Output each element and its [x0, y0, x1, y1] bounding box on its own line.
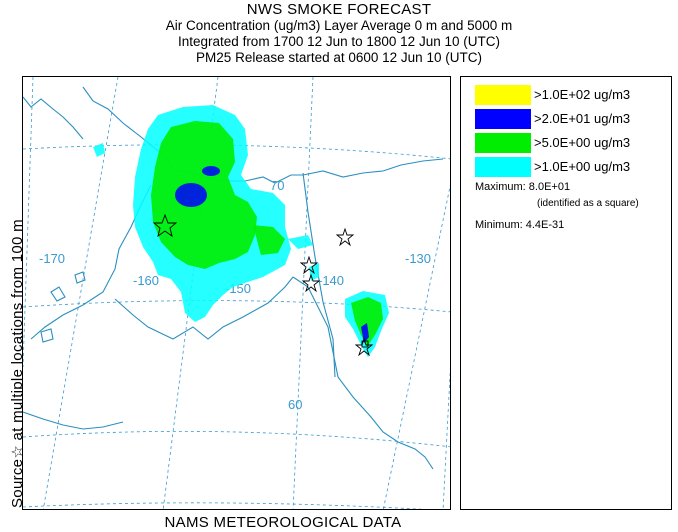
latitude-line-65	[23, 300, 450, 313]
lon-label-140: -140	[318, 273, 344, 288]
lat-label-70: 70	[270, 178, 284, 193]
legend-item-blue: >2.0E+01 ug/m3	[475, 109, 665, 129]
legend-item-green: >5.0E+00 ug/m3	[475, 133, 665, 153]
header: NWS SMOKE FORECAST Air Concentration (ug…	[0, 0, 678, 66]
alaska-smoke-map: 70 60 -170 -160 -150 -140 -130	[23, 77, 450, 509]
latitude-line-55	[23, 502, 425, 509]
plume-blue-east	[361, 323, 369, 343]
maximum-square-marker	[361, 340, 369, 348]
legend-swatch	[475, 157, 531, 177]
maximum-note: (identified as a square)	[537, 198, 639, 209]
release-start: PM25 Release started at 0600 12 Jun 10 (…	[196, 50, 482, 65]
legend-label: >1.0E+02 ug/m3	[534, 87, 631, 102]
canada-border	[302, 172, 336, 378]
smoke-plume-west	[93, 105, 313, 322]
source-star-icon	[335, 227, 355, 247]
smoke-plume-east	[309, 263, 389, 357]
legend-panel: >1.0E+02 ug/m3 >2.0E+01 ug/m3 >5.0E+00 u…	[460, 76, 672, 510]
concentration-line: Air Concentration (ug/m3) Layer Average …	[165, 18, 513, 33]
source-star-icon	[299, 255, 319, 275]
map-panel: 70 60 -170 -160 -150 -140 -130	[22, 76, 451, 510]
forecast-title: NWS SMOKE FORECAST	[246, 1, 432, 18]
source-star-icon	[301, 273, 321, 293]
plume-blue-core-1	[175, 183, 207, 207]
maximum-value: Maximum: 8.0E+01	[475, 181, 571, 193]
legend-swatch	[475, 109, 531, 129]
southwest-coast	[114, 276, 294, 340]
coastline	[23, 86, 444, 470]
source-star-icon	[152, 213, 178, 238]
lat-label-60: 60	[288, 397, 302, 412]
island-2	[40, 328, 54, 343]
legend-label: >1.0E+00 ug/m3	[534, 159, 631, 174]
legend-item-yellow: >1.0E+02 ug/m3	[475, 85, 665, 105]
island-3	[74, 271, 86, 284]
plume-green-east-arm	[253, 225, 285, 255]
panhandle-coast	[292, 276, 434, 470]
source-markers	[152, 213, 374, 357]
longitude-line-130	[383, 184, 450, 509]
legend-label: >2.0E+01 ug/m3	[534, 111, 631, 126]
arctic-coast	[82, 86, 444, 184]
plume-cyan-patch-2	[288, 235, 313, 249]
siberia-coast	[23, 96, 84, 140]
source-star-icon	[354, 337, 374, 357]
plume-blue-core-2	[202, 166, 220, 176]
longitude-line-140	[292, 77, 314, 509]
aleutian-chain	[23, 411, 124, 430]
meteorological-data-label: NAMS METEOROLOGICAL DATA	[164, 514, 402, 531]
legend-item-cyan: >1.0E+00 ug/m3	[475, 157, 665, 177]
lon-label-130: -130	[405, 251, 431, 266]
plume-cyan-patch	[93, 143, 105, 157]
minimum-value: Minimum: 4.4E-31	[475, 219, 565, 231]
latitude-line-60	[23, 430, 450, 448]
plume-green-east	[351, 297, 383, 347]
lon-label-160: -160	[133, 273, 159, 288]
legend-swatch	[475, 133, 531, 153]
legend-label: >5.0E+00 ug/m3	[534, 135, 631, 150]
longitude-line-170	[23, 77, 34, 368]
legend-swatch	[475, 85, 531, 105]
lon-label-170: -170	[39, 251, 65, 266]
longitude-line-160	[42, 77, 119, 509]
integration-period: Integrated from 1700 12 Jun to 1800 12 J…	[178, 34, 500, 49]
island-1	[50, 286, 66, 302]
longitude-line-120	[442, 367, 450, 509]
